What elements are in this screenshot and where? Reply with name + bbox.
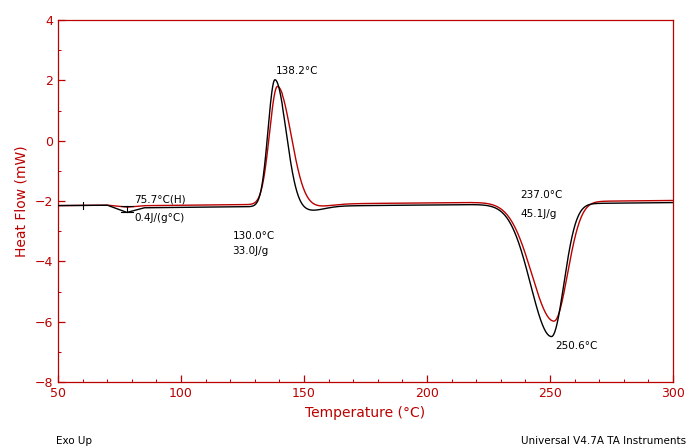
X-axis label: Temperature (°C): Temperature (°C) xyxy=(305,405,426,420)
Y-axis label: Heat Flow (mW): Heat Flow (mW) xyxy=(15,145,29,257)
Text: 0.4J/(g°C): 0.4J/(g°C) xyxy=(134,213,184,223)
Text: 250.6°C: 250.6°C xyxy=(555,341,598,351)
Text: 33.0J/g: 33.0J/g xyxy=(232,246,269,256)
Text: 75.7°C(H): 75.7°C(H) xyxy=(134,195,186,205)
Text: 138.2°C: 138.2°C xyxy=(276,66,318,77)
Text: Exo Up: Exo Up xyxy=(56,435,92,445)
Text: 45.1J/g: 45.1J/g xyxy=(521,209,557,219)
Text: 237.0°C: 237.0°C xyxy=(521,190,563,200)
Text: 130.0°C: 130.0°C xyxy=(232,231,275,241)
Text: Universal V4.7A TA Instruments: Universal V4.7A TA Instruments xyxy=(521,435,686,445)
